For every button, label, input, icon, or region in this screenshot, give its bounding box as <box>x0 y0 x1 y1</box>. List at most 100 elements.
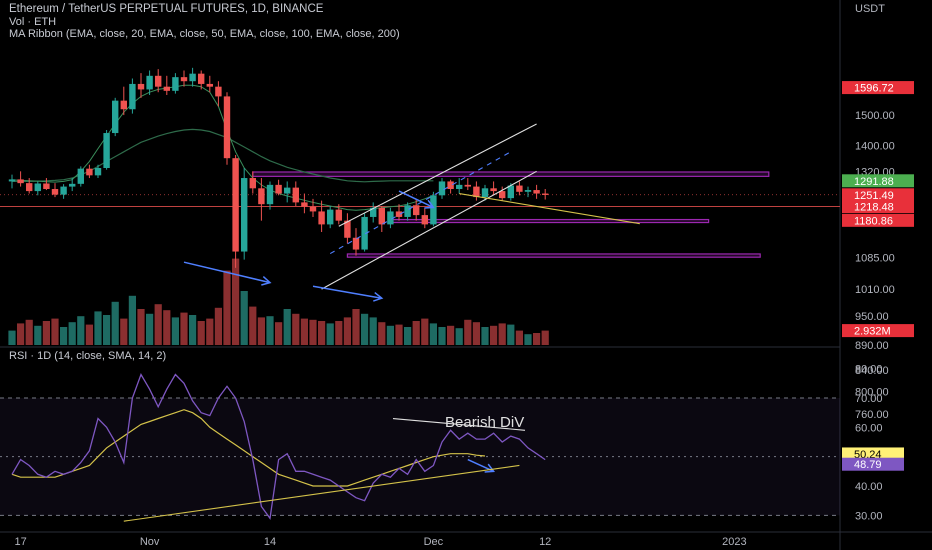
candle-body <box>103 133 110 169</box>
rsi-line <box>11 372 546 520</box>
candle-body <box>155 75 162 87</box>
candle-body <box>335 209 342 221</box>
candle-body <box>421 215 428 225</box>
rsi-tick: 40.00 <box>855 481 883 493</box>
price-tick: 950.00 <box>855 311 889 323</box>
price-axis-currency: USDT <box>855 3 885 15</box>
volume-bar <box>94 311 102 345</box>
candle-body <box>94 168 102 176</box>
badge-ribbon-top: 1596.72 <box>854 83 894 95</box>
volume-bar <box>447 325 455 345</box>
candle-body <box>266 184 274 205</box>
badge-ribbon-green-bg <box>842 174 914 188</box>
candle-body <box>473 186 480 198</box>
volume-bar <box>146 313 154 345</box>
price-axis[interactable]: USDT1500.001400.001320.001085.001010.009… <box>855 3 895 522</box>
volume-bar <box>128 295 136 345</box>
volume-bar <box>455 328 463 345</box>
volume-bar <box>533 333 541 345</box>
volume-bar <box>42 321 50 345</box>
volume-bar <box>541 330 549 345</box>
candle-body <box>77 168 84 184</box>
candle-body <box>481 188 489 198</box>
volume-bar <box>171 317 179 345</box>
candle-body <box>198 73 205 84</box>
volume-bar <box>429 323 437 345</box>
candle-body <box>284 187 291 194</box>
rsi-sma-line <box>11 409 486 487</box>
volume-bar <box>249 306 257 345</box>
volume-bar <box>8 330 16 345</box>
volume-bar <box>300 318 308 345</box>
price-tick: 1010.00 <box>855 284 895 296</box>
ma-ribbon-legend[interactable]: MA Ribbon (EMA, close, 20, EMA, close, 5… <box>9 28 400 40</box>
candle-body <box>413 205 420 216</box>
candle-body <box>361 216 368 250</box>
volume-bar <box>283 309 291 345</box>
candle-body <box>438 181 446 196</box>
vol-arrow-2 <box>312 285 382 299</box>
volume-bars <box>8 258 549 345</box>
volume-bar <box>189 315 197 345</box>
candle-body <box>43 183 50 190</box>
volume-bar <box>464 319 472 345</box>
price-tick: 1500.00 <box>855 110 895 122</box>
candle-body <box>232 158 239 252</box>
candle-body <box>327 209 334 225</box>
candle-body <box>60 186 67 195</box>
channel-lower <box>321 170 537 290</box>
volume-bar <box>395 324 403 345</box>
candle-body <box>215 86 222 97</box>
candle-body <box>137 83 145 90</box>
volume-bar <box>223 270 231 345</box>
candle-body <box>318 211 325 225</box>
price-arrow-head <box>424 199 435 209</box>
rsi-legend[interactable]: RSI · 1D (14, close, SMA, 14, 2) <box>9 350 167 362</box>
volume-bar <box>343 317 351 345</box>
time-tick: Dec <box>424 536 444 548</box>
price-tick: 1085.00 <box>855 253 895 265</box>
vol-arrow-2-head <box>373 292 384 302</box>
volume-bar <box>378 322 386 345</box>
chart-title[interactable]: Ethereum / TetherUS PERPETUAL FUTURES, 1… <box>9 3 324 15</box>
candle-body <box>430 195 437 225</box>
volume-bar <box>498 323 506 345</box>
vol-arrow-1-head <box>261 276 272 286</box>
candle-body <box>309 206 317 212</box>
candle-body <box>34 183 41 192</box>
candle-body <box>507 185 514 199</box>
volume-bar <box>326 323 334 345</box>
candle-body <box>533 190 540 194</box>
volume-bar <box>60 327 68 345</box>
candle-body <box>352 237 360 250</box>
volume-bar <box>25 319 33 345</box>
volume-bar <box>438 327 446 345</box>
badge-ribbon-top-bg <box>842 81 914 95</box>
volume-legend[interactable]: Vol · ETH <box>9 16 57 28</box>
time-axis[interactable]: 17 Nov 14 Dec 12 2023 <box>14 536 746 548</box>
volume-bar <box>275 322 283 345</box>
bearish-div-annotation: Bearish DiV <box>445 414 524 431</box>
time-tick: 17 <box>14 536 26 548</box>
volume-bar <box>266 316 274 345</box>
candle-body <box>129 83 136 110</box>
candle-body <box>120 100 127 110</box>
candle-body <box>378 207 385 225</box>
candle-body <box>26 183 33 192</box>
candle-body <box>163 86 170 91</box>
candle-body <box>180 77 188 82</box>
candle-body <box>189 73 196 82</box>
volume-bar <box>257 317 265 345</box>
volume-bar <box>369 317 377 345</box>
badge-level-1218-bg <box>842 200 914 214</box>
time-tick: 14 <box>264 536 276 548</box>
ema-20-line <box>11 84 434 211</box>
candle-body <box>206 83 213 87</box>
badge-level-1180-bg <box>842 213 914 227</box>
time-tick: 2023 <box>722 536 746 548</box>
volume-bar <box>214 307 222 345</box>
rsi-support <box>123 464 520 522</box>
candle-body <box>275 184 282 194</box>
